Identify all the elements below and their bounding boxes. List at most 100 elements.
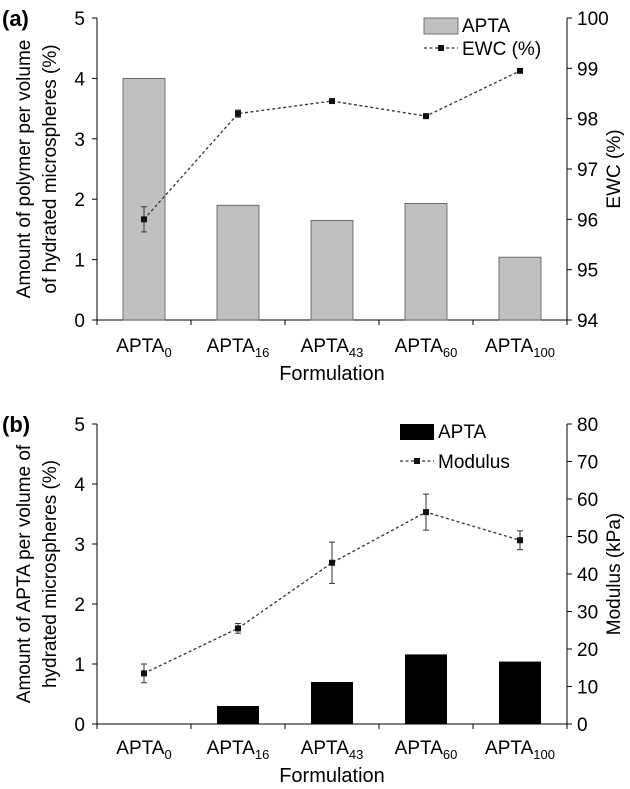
y2-tick-label: 99 [577, 59, 598, 80]
legend-bar-label: APTA [462, 16, 511, 37]
x-axis-title: Formulation [279, 363, 385, 385]
bar [404, 203, 448, 321]
legend-line-marker [414, 458, 420, 464]
y2-tick-label: 98 [577, 110, 598, 131]
bar [311, 682, 353, 724]
y2-tick-label: 20 [577, 640, 598, 661]
legend-bar-swatch [400, 424, 434, 440]
x-tick-label-sub: 60 [443, 345, 457, 360]
x-tick-label-sub: 0 [164, 747, 171, 762]
bar [217, 706, 259, 724]
y2-tick-label: 40 [577, 565, 598, 586]
y2-tick-label: 10 [577, 678, 598, 699]
legend-bar-swatch [423, 17, 459, 35]
x-tick-label: APTA43 [301, 738, 364, 762]
bar [310, 219, 354, 321]
y2-tick-label: 0 [577, 715, 588, 736]
x-tick-label-sub: 43 [349, 747, 363, 762]
y2-axis-title: EWC (%) [604, 129, 625, 208]
y2-tick-label: 80 [577, 415, 598, 436]
x-tick-label-base: APTA [395, 738, 444, 759]
x-tick-label: APTA0 [116, 738, 171, 762]
y2-tick-label: 60 [577, 490, 598, 511]
panel-label: (b) [2, 412, 30, 437]
y2-tick-label: 50 [577, 528, 598, 549]
x-tick-label-base: APTA [485, 336, 534, 357]
x-tick-label-base: APTA [207, 336, 256, 357]
x-tick-label-sub: 100 [533, 747, 555, 762]
y2-tick-label: 70 [577, 453, 598, 474]
legend-line-marker [438, 45, 444, 51]
y-tick-label: 0 [74, 715, 85, 736]
y2-tick-label: 97 [577, 160, 598, 181]
y2-tick-label: 30 [577, 603, 598, 624]
line-point [423, 509, 429, 516]
bar [405, 654, 447, 724]
line-point [141, 216, 147, 223]
line-point [141, 670, 147, 677]
y2-tick-label: 94 [577, 311, 599, 332]
y-tick-label: 0 [74, 311, 85, 332]
bar [499, 661, 541, 724]
line-point [329, 559, 335, 566]
y-tick-label: 1 [74, 655, 85, 676]
x-tick-label: APTA60 [395, 336, 458, 360]
x-tick-label-base: APTA [485, 738, 534, 759]
panel-label: (a) [2, 6, 29, 31]
y-tick-label: 2 [74, 595, 85, 616]
x-tick-label-base: APTA [301, 336, 350, 357]
y-tick-label: 5 [74, 9, 85, 30]
x-tick-label-base: APTA [116, 336, 165, 357]
y-tick-label: 3 [74, 535, 85, 556]
y-tick-label: 1 [74, 251, 85, 272]
y-axis-title-line: of hydrated microspheres (%) [40, 44, 61, 293]
y2-tick-label: 96 [577, 210, 598, 231]
x-tick-label-sub: 60 [443, 747, 457, 762]
x-tick-label: APTA16 [207, 336, 270, 360]
y-tick-label: 5 [74, 415, 85, 436]
line-point [517, 67, 523, 74]
x-tick-label: APTA16 [207, 738, 270, 762]
y-tick-label: 4 [74, 69, 85, 90]
legend-line-label: EWC (%) [462, 39, 541, 60]
x-tick-label: APTA100 [485, 336, 555, 360]
x-tick-label-base: APTA [207, 738, 256, 759]
line-point [329, 98, 335, 105]
line-point [235, 625, 241, 632]
legend: APTA Modulus [400, 422, 510, 473]
line-series [143, 511, 521, 674]
y2-tick-label: 95 [577, 261, 598, 282]
x-tick-label-sub: 0 [164, 345, 171, 360]
x-tick-label: APTA100 [485, 738, 555, 762]
x-tick-label-base: APTA [395, 336, 444, 357]
x-tick-label-base: APTA [301, 738, 350, 759]
x-tick-label-sub: 16 [255, 747, 269, 762]
x-tick-label-sub: 43 [349, 345, 363, 360]
line-point [517, 537, 523, 544]
y2-tick-label: 100 [577, 9, 609, 30]
bar [498, 256, 542, 321]
x-tick-label-sub: 16 [255, 345, 269, 360]
y-tick-label: 4 [74, 475, 85, 496]
y-axis-title-line: hydrated microspheres (%) [40, 460, 61, 688]
x-tick-label: APTA43 [301, 336, 364, 360]
line-point [423, 113, 429, 120]
y-axis-title-line: Amount of APTA per volume of [14, 444, 35, 703]
x-tick-label-sub: 100 [533, 345, 555, 360]
y-tick-label: 3 [74, 130, 85, 151]
x-tick-label: APTA60 [395, 738, 458, 762]
line-point [235, 110, 241, 117]
x-tick-label: APTA0 [116, 336, 171, 360]
legend-line-label: Modulus [438, 452, 510, 473]
bar [122, 78, 166, 321]
x-axis-title: Formulation [279, 765, 385, 787]
line-series [143, 70, 521, 220]
y-axis-title-line: Amount of polymer per volume [14, 40, 35, 299]
bar [216, 204, 260, 321]
legend-bar-label: APTA [438, 422, 487, 443]
